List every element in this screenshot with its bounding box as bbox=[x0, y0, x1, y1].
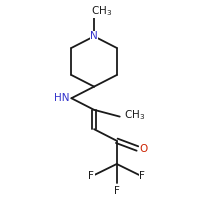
Text: N: N bbox=[90, 31, 98, 41]
Text: O: O bbox=[139, 144, 148, 154]
Text: CH$_3$: CH$_3$ bbox=[124, 108, 145, 122]
Text: F: F bbox=[88, 171, 94, 181]
Text: F: F bbox=[139, 171, 145, 181]
Text: CH$_3$: CH$_3$ bbox=[91, 4, 113, 18]
Text: HN: HN bbox=[54, 93, 69, 103]
Text: F: F bbox=[114, 186, 120, 196]
